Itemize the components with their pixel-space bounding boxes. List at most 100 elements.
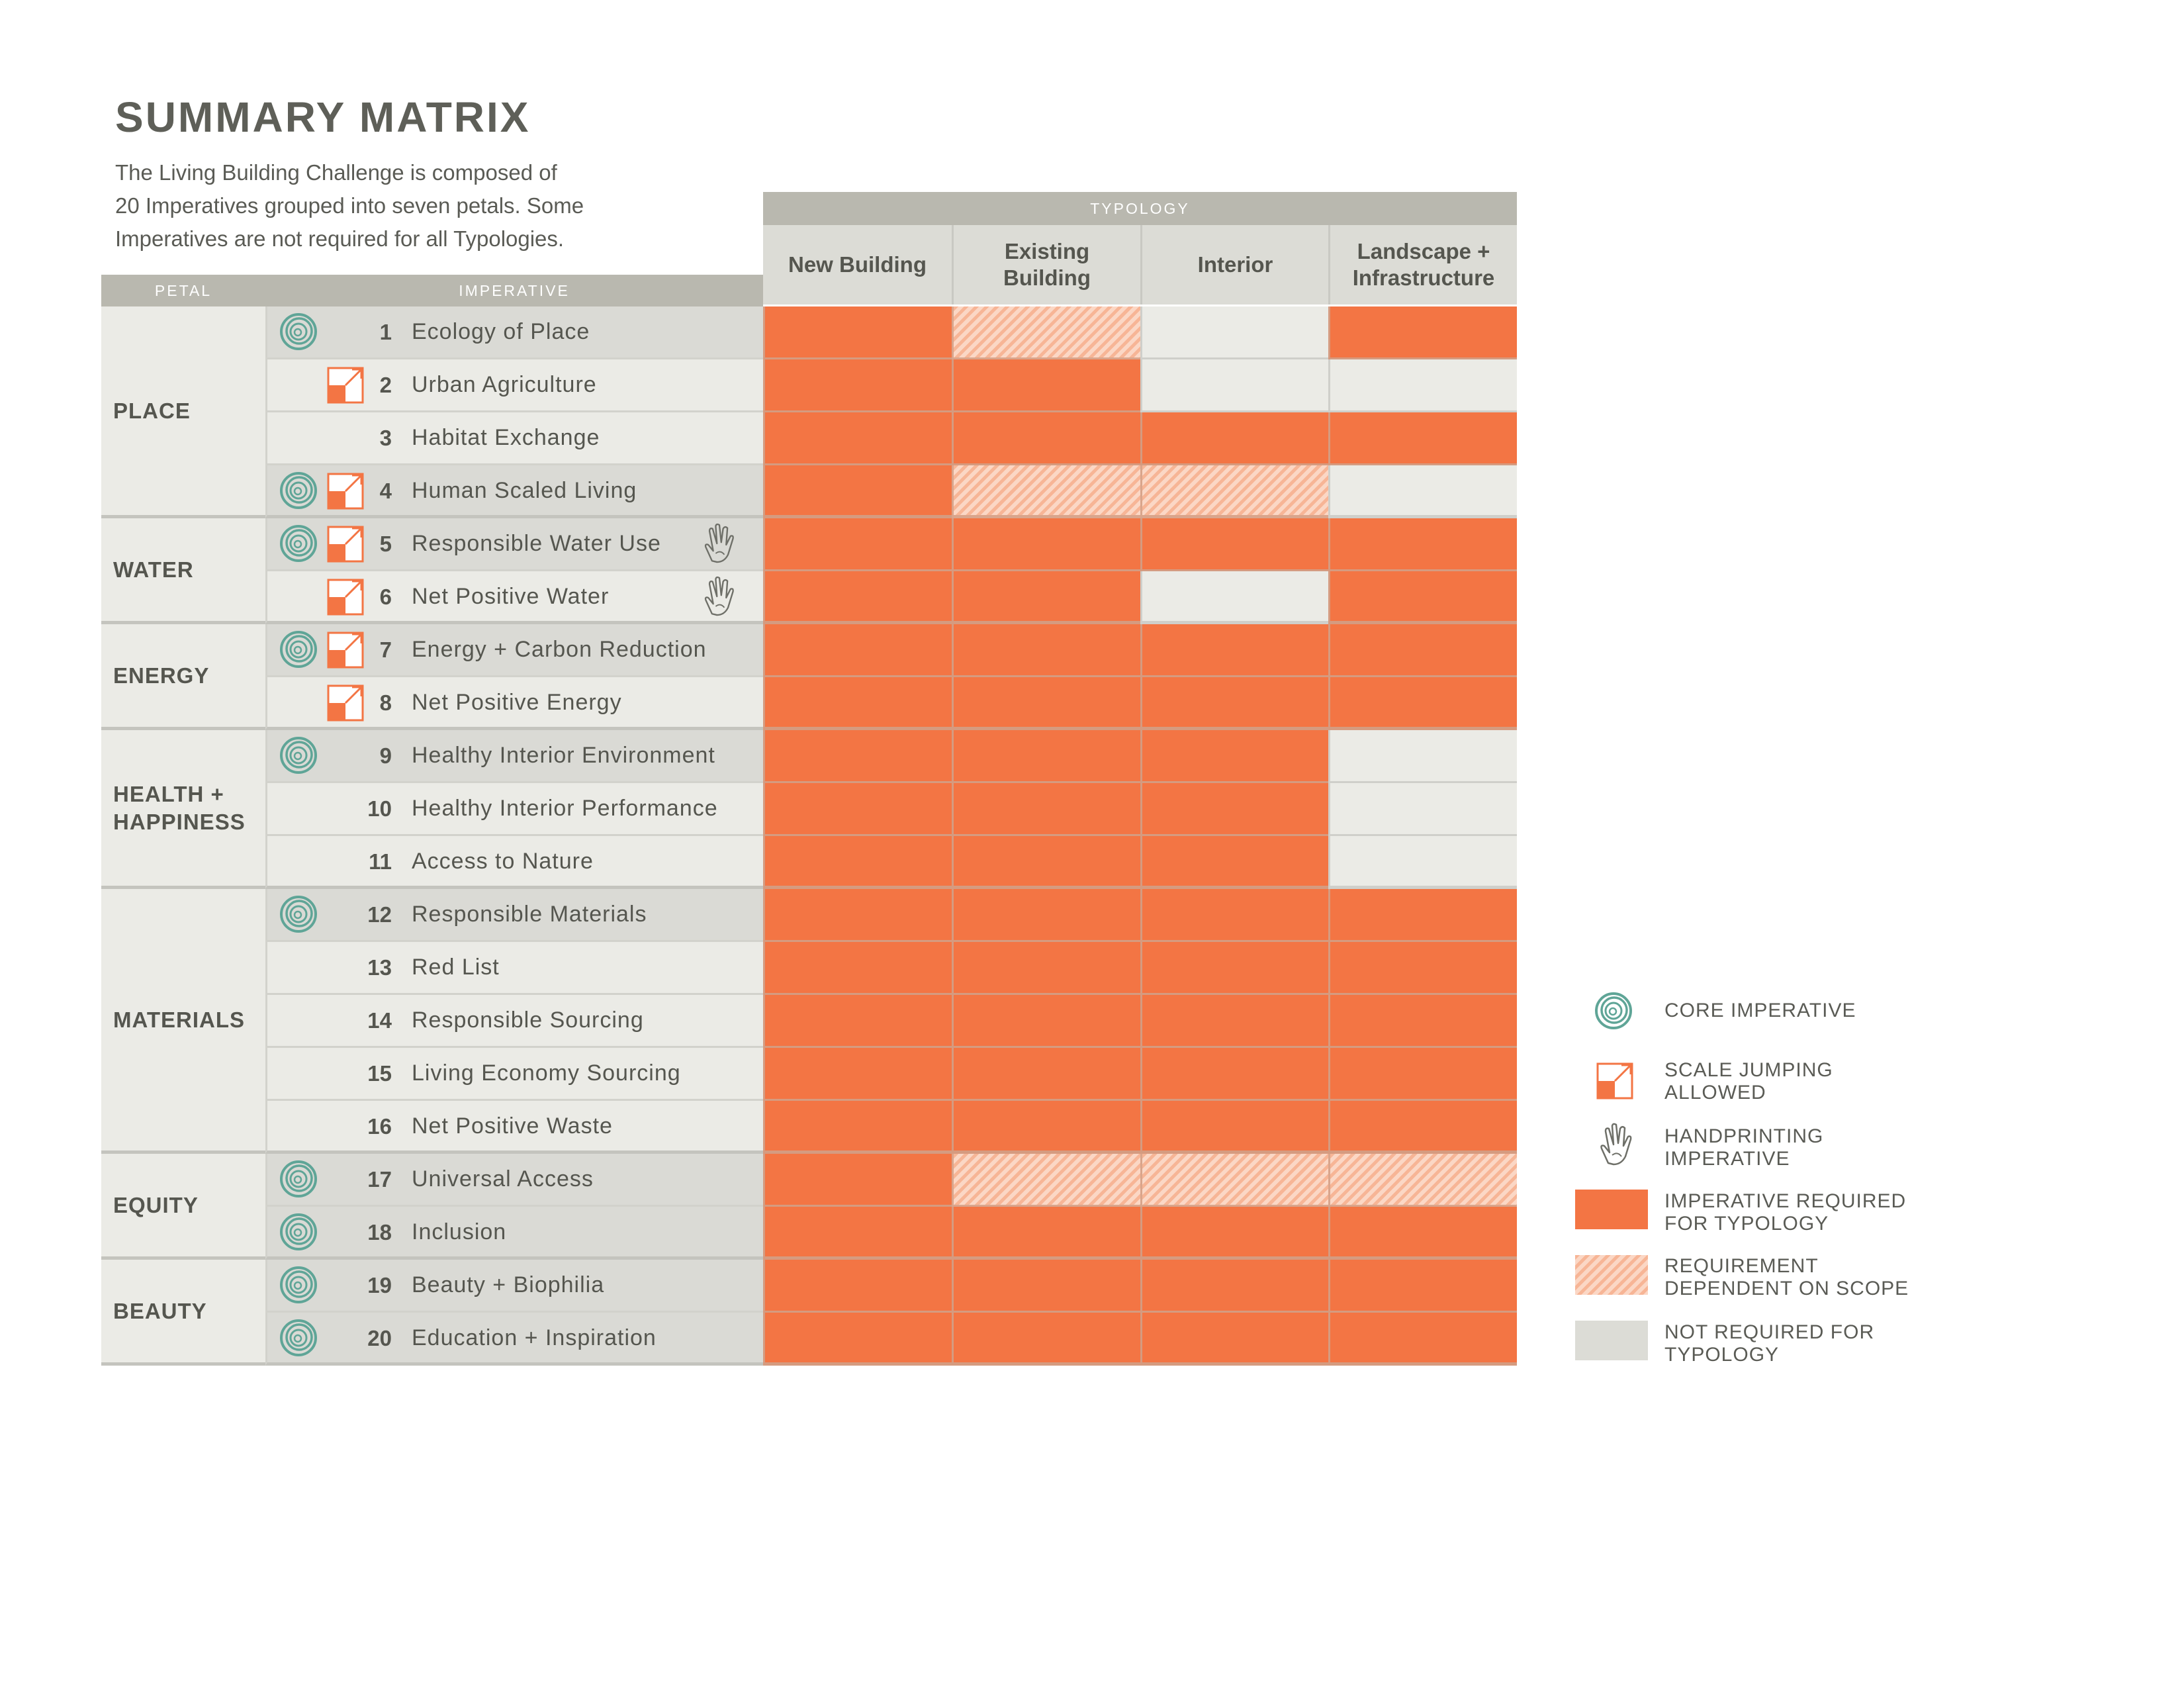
petal-health-happiness: HEALTH + HAPPINESS — [101, 730, 265, 889]
spiral-icon — [1595, 992, 1632, 1029]
petal-energy: ENERGY — [101, 624, 265, 730]
imperative-number: 20 — [367, 1326, 392, 1350]
typology-label: New Building — [788, 252, 927, 277]
petal-materials: MATERIALS — [101, 889, 265, 1154]
page-title: SUMMARY MATRIX — [115, 93, 531, 141]
matrix-cell-required — [1328, 1260, 1517, 1313]
matrix-cell-required — [763, 677, 952, 730]
matrix-cell-required — [1140, 783, 1328, 836]
matrix-cell-required — [1328, 571, 1517, 624]
matrix-cell-required — [1328, 677, 1517, 730]
spiral-icon — [280, 631, 317, 668]
matrix-cell-none — [1328, 783, 1517, 836]
imperative-row: 3 Habitat Exchange — [265, 412, 763, 465]
legend-required-swatch — [1575, 1190, 1648, 1229]
matrix-cell-scope — [952, 306, 1140, 359]
matrix-cell-required — [952, 1101, 1140, 1154]
imperative-name: Living Economy Sourcing — [412, 1060, 681, 1086]
imperative-row: 18 Inclusion — [265, 1207, 763, 1260]
legend-core-label: CORE IMPERATIVE — [1664, 1000, 1856, 1022]
scale-jumping-icon — [327, 367, 364, 404]
matrix-cell-none — [1328, 359, 1517, 412]
imperative-number: 12 — [367, 902, 392, 927]
imperative-row: 20 Education + Inspiration — [265, 1313, 763, 1366]
imperative-number: 3 — [379, 426, 392, 450]
handprint-icon — [1600, 1123, 1632, 1166]
imperative-column-header: IMPERATIVE — [265, 275, 763, 306]
petal-label: EQUITY — [113, 1192, 199, 1217]
scale-jumping-icon — [327, 526, 364, 563]
imperative-row: 17 Universal Access — [265, 1154, 763, 1207]
imperative-row: 19 Beauty + Biophilia — [265, 1260, 763, 1313]
spiral-icon — [280, 525, 317, 562]
imperative-number: 13 — [367, 955, 392, 980]
legend-text: TYPOLOGY — [1664, 1344, 1780, 1366]
imperative-number: 4 — [379, 479, 392, 503]
imperative-row: 2 Urban Agriculture — [265, 359, 763, 412]
petal-label: WATER — [113, 557, 194, 582]
imperative-name: Responsible Materials — [412, 902, 647, 927]
matrix-cell-scope — [1140, 465, 1328, 518]
legend-text: IMPERATIVE — [1664, 1148, 1790, 1170]
matrix-cell-required — [1140, 730, 1328, 783]
imperative-row: 16 Net Positive Waste — [265, 1101, 763, 1154]
matrix-cell-required — [763, 412, 952, 465]
imperative-number: 1 — [379, 320, 392, 344]
matrix-cell-required — [763, 465, 952, 518]
matrix-cell-required — [1140, 624, 1328, 677]
imperative-number: 6 — [379, 585, 392, 609]
matrix-cell-required — [1140, 677, 1328, 730]
imperative-row: 12 Responsible Materials — [265, 889, 763, 942]
matrix-cell-required — [763, 359, 952, 412]
typology-new-building: New Building — [763, 225, 952, 305]
handprint-icon — [704, 523, 734, 563]
matrix-cell-required — [763, 1260, 952, 1313]
scale-jumping-icon — [327, 684, 364, 722]
matrix-cell-required — [763, 518, 952, 571]
imperative-row: 7 Energy + Carbon Reduction — [265, 624, 763, 677]
legend-scale-label: SCALE JUMPING ALLOWED — [1664, 1059, 1833, 1104]
matrix-cell-required — [952, 1207, 1140, 1260]
matrix-cell-required — [763, 1207, 952, 1260]
matrix-cell-required — [1328, 889, 1517, 942]
matrix-cell-required — [1328, 306, 1517, 359]
petal-water: WATER — [101, 518, 265, 624]
matrix-cell-required — [1328, 624, 1517, 677]
imperative-row: 5 Responsible Water Use — [265, 518, 763, 571]
intro-line: 20 Imperatives grouped into seven petals… — [115, 193, 584, 218]
imperative-number: 11 — [369, 849, 392, 874]
matrix-cell-required — [763, 730, 952, 783]
imperative-name: Net Positive Water — [412, 584, 610, 609]
matrix-cell-required — [1140, 1048, 1328, 1101]
legend-hand-label: HANDPRINTING IMPERATIVE — [1664, 1125, 1823, 1170]
imperative-name: Access to Nature — [412, 849, 594, 874]
matrix-cell-required — [763, 624, 952, 677]
imperative-number: 7 — [379, 637, 392, 662]
matrix-cell-required — [1140, 995, 1328, 1048]
typology-label: Interior — [1197, 252, 1273, 277]
petal-label: ENERGY — [113, 663, 210, 688]
matrix-cell-required — [952, 942, 1140, 995]
imperative-name: Beauty + Biophilia — [412, 1272, 605, 1297]
legend-text: CORE IMPERATIVE — [1664, 1000, 1856, 1021]
legend-text: FOR TYPOLOGY — [1664, 1213, 1829, 1235]
matrix-cell-required — [952, 677, 1140, 730]
matrix-cell-none — [1328, 730, 1517, 783]
imperative-number: 8 — [379, 690, 392, 715]
spiral-icon — [280, 1160, 317, 1197]
imperative-row: 8 Net Positive Energy — [265, 677, 763, 730]
imperative-name: Healthy Interior Environment — [412, 743, 715, 768]
typology-landscape-infrastructure: Landscape + Infrastructure — [1328, 225, 1517, 305]
spiral-icon — [280, 1266, 317, 1303]
imperative-number: 5 — [379, 532, 392, 556]
typology-interior: Interior — [1140, 225, 1328, 305]
matrix-cell-none — [1140, 571, 1328, 624]
legend-text: IMPERATIVE REQUIRED — [1664, 1190, 1907, 1212]
spiral-icon — [280, 896, 317, 933]
matrix-cell-required — [1328, 518, 1517, 571]
intro-line: Imperatives are not required for all Typ… — [115, 226, 565, 251]
legend-not-required-label: NOT REQUIRED FOR TYPOLOGY — [1664, 1321, 1874, 1366]
legend-text: SCALE JUMPING — [1664, 1059, 1833, 1081]
imperative-name: Education + Inspiration — [412, 1325, 657, 1350]
intro-line: The Living Building Challenge is compose… — [115, 160, 557, 185]
